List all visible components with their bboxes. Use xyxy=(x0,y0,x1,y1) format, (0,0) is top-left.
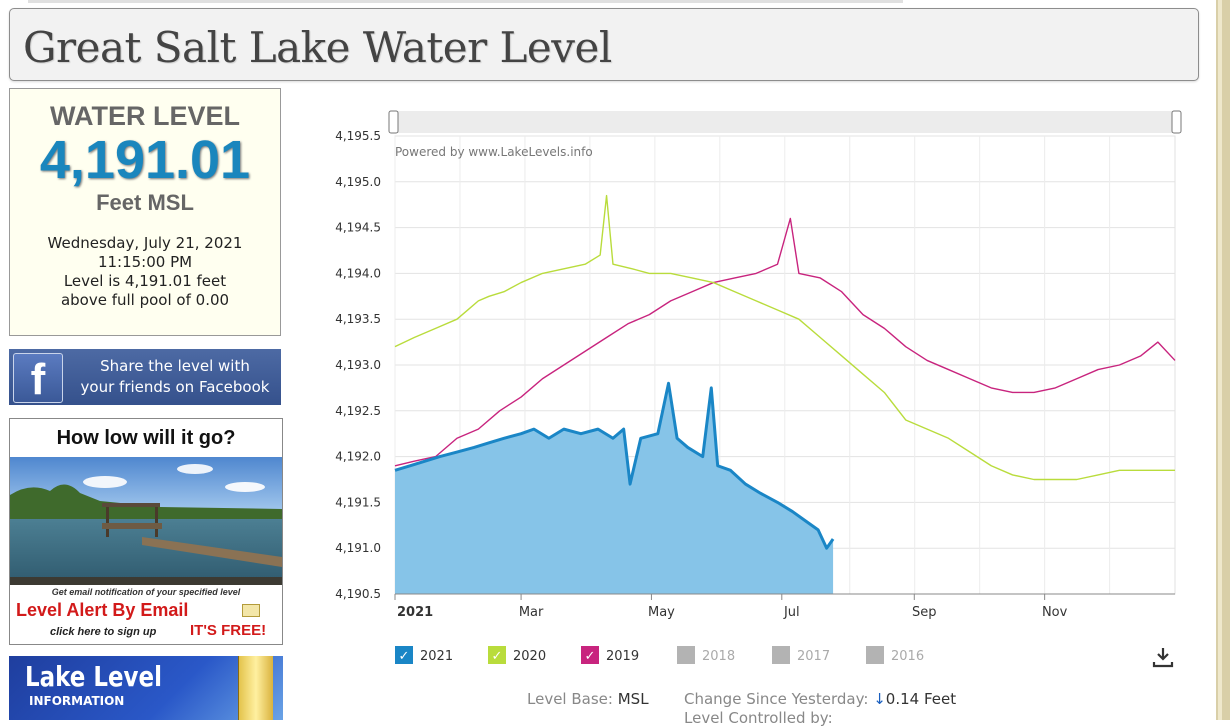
y-tick-label: 4,192.5 xyxy=(335,404,381,418)
facebook-share-line2: your friends on Facebook xyxy=(80,378,270,396)
series-2020-line xyxy=(394,194,1175,481)
legend-label-2017: 2017 xyxy=(797,649,830,664)
range-selector xyxy=(390,111,1180,133)
level-base-value: MSL xyxy=(617,690,649,708)
y-tick-label: 4,194.0 xyxy=(335,266,381,280)
legend-check-icon: ✓ xyxy=(399,649,410,664)
series-2019-line xyxy=(394,217,1176,467)
facebook-icon: f xyxy=(13,353,63,404)
y-tick-label: 4,191.0 xyxy=(335,541,381,555)
legend-check-icon: ✓ xyxy=(585,649,596,664)
x-tick-label: 2021 xyxy=(397,605,433,620)
chart-watermark: Powered by www.LakeLevels.info xyxy=(395,145,593,159)
range-handle-left xyxy=(388,110,399,134)
legend-label-2020: 2020 xyxy=(513,649,546,664)
ad-subtitle: Get email notification of your specified… xyxy=(51,587,241,597)
legend-swatch-2020 xyxy=(488,646,506,664)
change-label: Change Since Yesterday: xyxy=(684,690,869,708)
full-pool-statement: above full pool of 0.00 xyxy=(60,291,230,309)
sign-up-link[interactable]: click here to sign up xyxy=(50,626,157,638)
legend-swatch-2017 xyxy=(772,646,790,664)
legend-swatch-2016 xyxy=(866,646,884,664)
series-2021-area xyxy=(395,383,834,594)
level-base-label: Level Base: xyxy=(527,690,613,708)
facebook-share-button[interactable]: f Share the level with your friends on F… xyxy=(9,349,281,405)
ruler-graphic xyxy=(238,656,273,720)
download-icon xyxy=(1152,648,1174,668)
y-tick-label: 4,191.5 xyxy=(335,495,381,509)
water-level-heading: WATER LEVEL xyxy=(49,101,240,131)
water-level-panel: WATER LEVEL 4,191.01 Feet MSL Wednesday,… xyxy=(9,88,281,336)
water-level-chart: 4,190.5 4,191.0 4,191.5 4,192.0 4,192.5 4,193… xyxy=(300,100,1200,720)
water-level-unit: Feet MSL xyxy=(96,190,194,215)
y-tick-label: 4,193.0 xyxy=(335,358,381,372)
x-tick-label: May xyxy=(648,605,675,620)
y-tick-label: 4,193.5 xyxy=(335,312,381,326)
legend-label-2018: 2018 xyxy=(702,649,735,664)
reading-date: Wednesday, July 21, 2021 xyxy=(47,234,243,252)
level-alert-ad[interactable]: How low will it go? Get em xyxy=(9,418,283,645)
range-handle-right xyxy=(1171,110,1182,134)
change-value: 0.14 Feet xyxy=(885,690,957,708)
legend-swatch-2021 xyxy=(395,646,413,664)
y-tick-label: 4,195.0 xyxy=(335,175,381,189)
page-title: Great Salt Lake Water Level xyxy=(23,23,612,72)
facebook-share-line1: Share the level with xyxy=(100,357,250,375)
legend-label-2021: 2021 xyxy=(420,649,453,664)
page-header: Great Salt Lake Water Level xyxy=(9,8,1199,81)
level-alert-link[interactable]: Level Alert By Email xyxy=(16,600,189,620)
y-tick-label: 4,195.5 xyxy=(335,129,381,143)
legend-swatch-2019 xyxy=(581,646,599,664)
page-scrollbar[interactable] xyxy=(1216,0,1230,720)
x-tick-label: Mar xyxy=(519,605,544,620)
free-badge: IT'S FREE! xyxy=(190,622,267,639)
banner-subtitle: INFORMATION xyxy=(29,694,125,708)
down-arrow-icon: ↓ xyxy=(873,690,886,708)
legend-label-2016: 2016 xyxy=(891,649,924,664)
change-info: Change Since Yesterday: ↓0.14 Feet xyxy=(684,690,956,708)
y-tick-label: 4,190.5 xyxy=(335,587,381,601)
envelope-icon xyxy=(242,604,260,617)
y-tick-label: 4,192.0 xyxy=(335,450,381,464)
level-statement: Level is 4,191.01 feet xyxy=(63,272,227,290)
top-border xyxy=(28,0,903,3)
series-2021-line xyxy=(394,381,835,550)
water-level-value: 4,191.01 xyxy=(39,130,251,190)
y-tick-label: 4,194.5 xyxy=(335,221,381,235)
x-tick-label: Jul xyxy=(783,605,800,620)
legend-check-icon: ✓ xyxy=(492,649,503,664)
chart-svg: 4,190.5 4,191.0 4,191.5 4,192.0 4,192.5 4,193… xyxy=(335,110,1182,668)
x-tick-label: Sep xyxy=(912,605,937,620)
ad-heading: How low will it go? xyxy=(56,427,236,449)
x-tick-label: Nov xyxy=(1042,605,1068,620)
legend-label-2019: 2019 xyxy=(606,649,639,664)
lake-dock-photo xyxy=(10,457,282,585)
level-controlled-info: Level Controlled by: xyxy=(684,709,833,727)
reading-time: 11:15:00 PM xyxy=(97,253,193,271)
legend-swatch-2018 xyxy=(677,646,695,664)
level-base-info: Level Base: MSL xyxy=(527,690,649,708)
lake-level-information-banner[interactable]: Lake Level INFORMATION xyxy=(9,656,283,720)
banner-title: Lake Level xyxy=(25,660,162,693)
